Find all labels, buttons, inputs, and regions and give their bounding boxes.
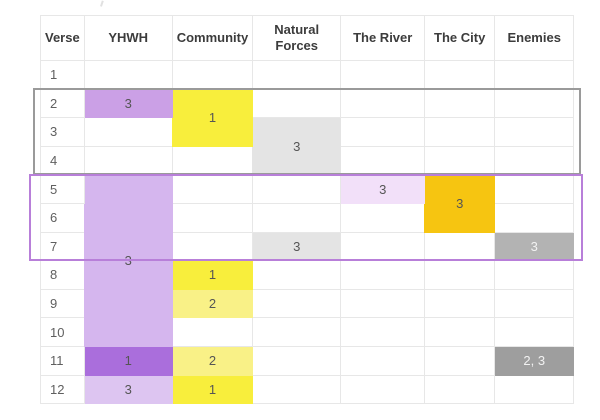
cell-enemies-v12 (494, 374, 575, 405)
cell-natural-forces-v3: 3 (252, 117, 342, 176)
cell-natural-forces-v12 (252, 374, 342, 405)
cell-natural-forces-v2 (252, 88, 342, 119)
verse-label-5: 5 (40, 174, 85, 204)
cell-yhwh-v3 (83, 117, 173, 147)
cell-enemies-v8 (494, 260, 575, 290)
verse-label-12: 12 (40, 374, 85, 405)
verse-label-11: 11 (40, 345, 85, 376)
table-row-v11: 11 1 2 2, 3 (40, 345, 575, 376)
cell-yhwh-v5: 3 (83, 174, 173, 347)
cell-enemies-v10 (494, 317, 575, 347)
column-header-enemies: Enemies (494, 15, 575, 61)
table-row-v1: 1 (40, 60, 575, 90)
cell-yhwh-v12: 3 (83, 374, 173, 405)
cell-the-city-v7 (424, 231, 496, 262)
cell-the-city-v4 (424, 145, 496, 176)
cell-the-city-v8 (424, 260, 496, 290)
cell-the-city-v12 (424, 374, 496, 405)
cell-the-city-v10 (424, 317, 496, 347)
cell-the-river-v5: 3 (340, 174, 426, 204)
cell-the-city-v1 (424, 60, 496, 90)
cell-yhwh-v2: 3 (83, 88, 173, 119)
cell-enemies-v1 (494, 60, 575, 90)
verse-label-2: 2 (40, 88, 85, 119)
verse-label-3: 3 (40, 117, 85, 147)
cell-the-city-v3 (424, 117, 496, 147)
cell-community-v2: 1 (171, 88, 254, 147)
cell-enemies-v2 (494, 88, 575, 119)
cell-enemies-v9 (494, 288, 575, 319)
verse-label-9: 9 (40, 288, 85, 319)
analysis-table: Verse YHWH Community Natural Forces The Rive… (40, 15, 575, 405)
cell-the-river-v2 (340, 88, 426, 119)
cell-natural-forces-v9 (252, 288, 342, 319)
cell-natural-forces-v10 (252, 317, 342, 347)
cell-the-river-v4 (340, 145, 426, 176)
cell-community-v8: 1 (171, 260, 254, 290)
cell-natural-forces-v6 (252, 202, 342, 233)
cell-the-river-v7 (340, 231, 426, 262)
verse-label-10: 10 (40, 317, 85, 347)
cell-community-v6 (171, 202, 254, 233)
cell-natural-forces-v5 (252, 174, 342, 204)
cell-the-river-v12 (340, 374, 426, 405)
cell-natural-forces-v8 (252, 260, 342, 290)
cell-community-v5 (171, 174, 254, 204)
column-header-the-river: The River (340, 15, 426, 61)
verse-label-4: 4 (40, 145, 85, 176)
table-row-v10: 10 (40, 317, 575, 347)
verse-label-7: 7 (40, 231, 85, 262)
column-header-community: Community (171, 15, 254, 61)
cell-enemies-v3 (494, 117, 575, 147)
cell-community-v12: 1 (171, 374, 254, 405)
cell-yhwh-v1 (83, 60, 173, 90)
cell-the-river-v6 (340, 202, 426, 233)
cell-community-v7 (171, 231, 254, 262)
cropped-artifact (96, 0, 104, 7)
table-row-v12: 12 3 1 (40, 374, 575, 405)
cell-natural-forces-v11 (252, 345, 342, 376)
cell-the-river-v3 (340, 117, 426, 147)
column-header-the-city: The City (424, 15, 496, 61)
verse-label-1: 1 (40, 60, 85, 90)
column-header-yhwh: YHWH (83, 15, 173, 61)
cell-community-v9: 2 (171, 288, 254, 319)
cell-enemies-v5 (494, 174, 575, 204)
column-header-natural-forces: Natural Forces (252, 15, 342, 61)
cell-the-river-v1 (340, 60, 426, 90)
cell-the-river-v10 (340, 317, 426, 347)
header-row: Verse YHWH Community Natural Forces The Rive… (40, 15, 575, 61)
cell-natural-forces-v7: 3 (252, 231, 342, 262)
cell-community-v11: 2 (171, 345, 254, 376)
cell-natural-forces-v1 (252, 60, 342, 90)
cell-enemies-v4 (494, 145, 575, 176)
cell-community-v1 (171, 60, 254, 90)
cell-enemies-v11: 2, 3 (494, 345, 575, 376)
cell-the-river-v9 (340, 288, 426, 319)
cell-the-river-v8 (340, 260, 426, 290)
cell-the-city-v11 (424, 345, 496, 376)
cell-enemies-v7: 3 (494, 231, 575, 262)
cell-the-city-v2 (424, 88, 496, 119)
column-header-verse: Verse (40, 15, 85, 61)
cell-community-v4 (171, 145, 254, 176)
verse-label-6: 6 (40, 202, 85, 233)
cell-yhwh-v4 (83, 145, 173, 176)
cell-the-city-v9 (424, 288, 496, 319)
cell-yhwh-v11: 1 (83, 345, 173, 376)
verse-label-8: 8 (40, 260, 85, 290)
cell-the-city-v5: 3 (424, 174, 496, 233)
cell-enemies-v6 (494, 202, 575, 233)
cell-the-river-v11 (340, 345, 426, 376)
cell-community-v10 (171, 317, 254, 347)
